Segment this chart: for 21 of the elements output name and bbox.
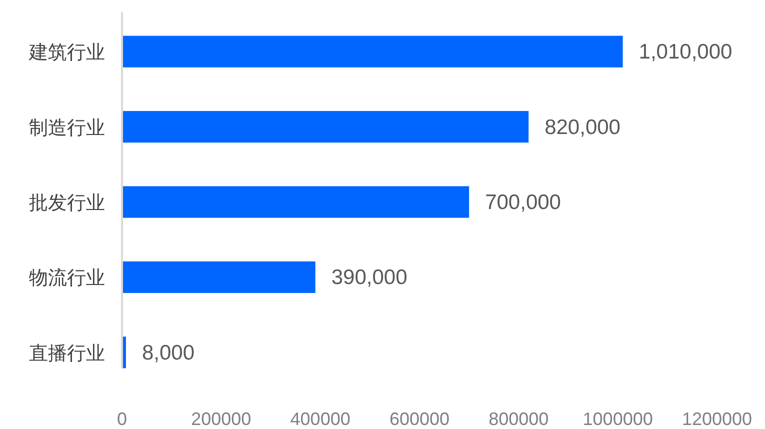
x-tick-label: 400000 xyxy=(290,409,350,429)
x-tick-label: 1000000 xyxy=(582,409,653,429)
data-label: 700,000 xyxy=(485,191,562,214)
bar xyxy=(122,261,316,293)
x-tick-label: 0 xyxy=(116,409,128,429)
y-tick-label: 制造行业 xyxy=(29,118,105,139)
bar xyxy=(122,36,623,68)
data-label: 8,000 xyxy=(142,341,195,364)
y-tick-label: 批发行业 xyxy=(29,193,105,214)
x-tick-label: 1200000 xyxy=(682,409,752,429)
data-label: 390,000 xyxy=(331,266,408,290)
x-tick-label: 200000 xyxy=(191,409,252,429)
data-label: 820,000 xyxy=(544,116,621,139)
bar xyxy=(122,111,529,143)
data-label: 1,010,000 xyxy=(638,40,732,64)
x-tick-label: 800000 xyxy=(488,409,549,429)
y-tick-label: 物流行业 xyxy=(29,267,105,290)
bar xyxy=(122,186,470,218)
y-tick-label: 直播行业 xyxy=(29,343,105,364)
y-tick-label: 建筑行业 xyxy=(28,42,105,64)
x-tick-label: 600000 xyxy=(389,409,450,429)
